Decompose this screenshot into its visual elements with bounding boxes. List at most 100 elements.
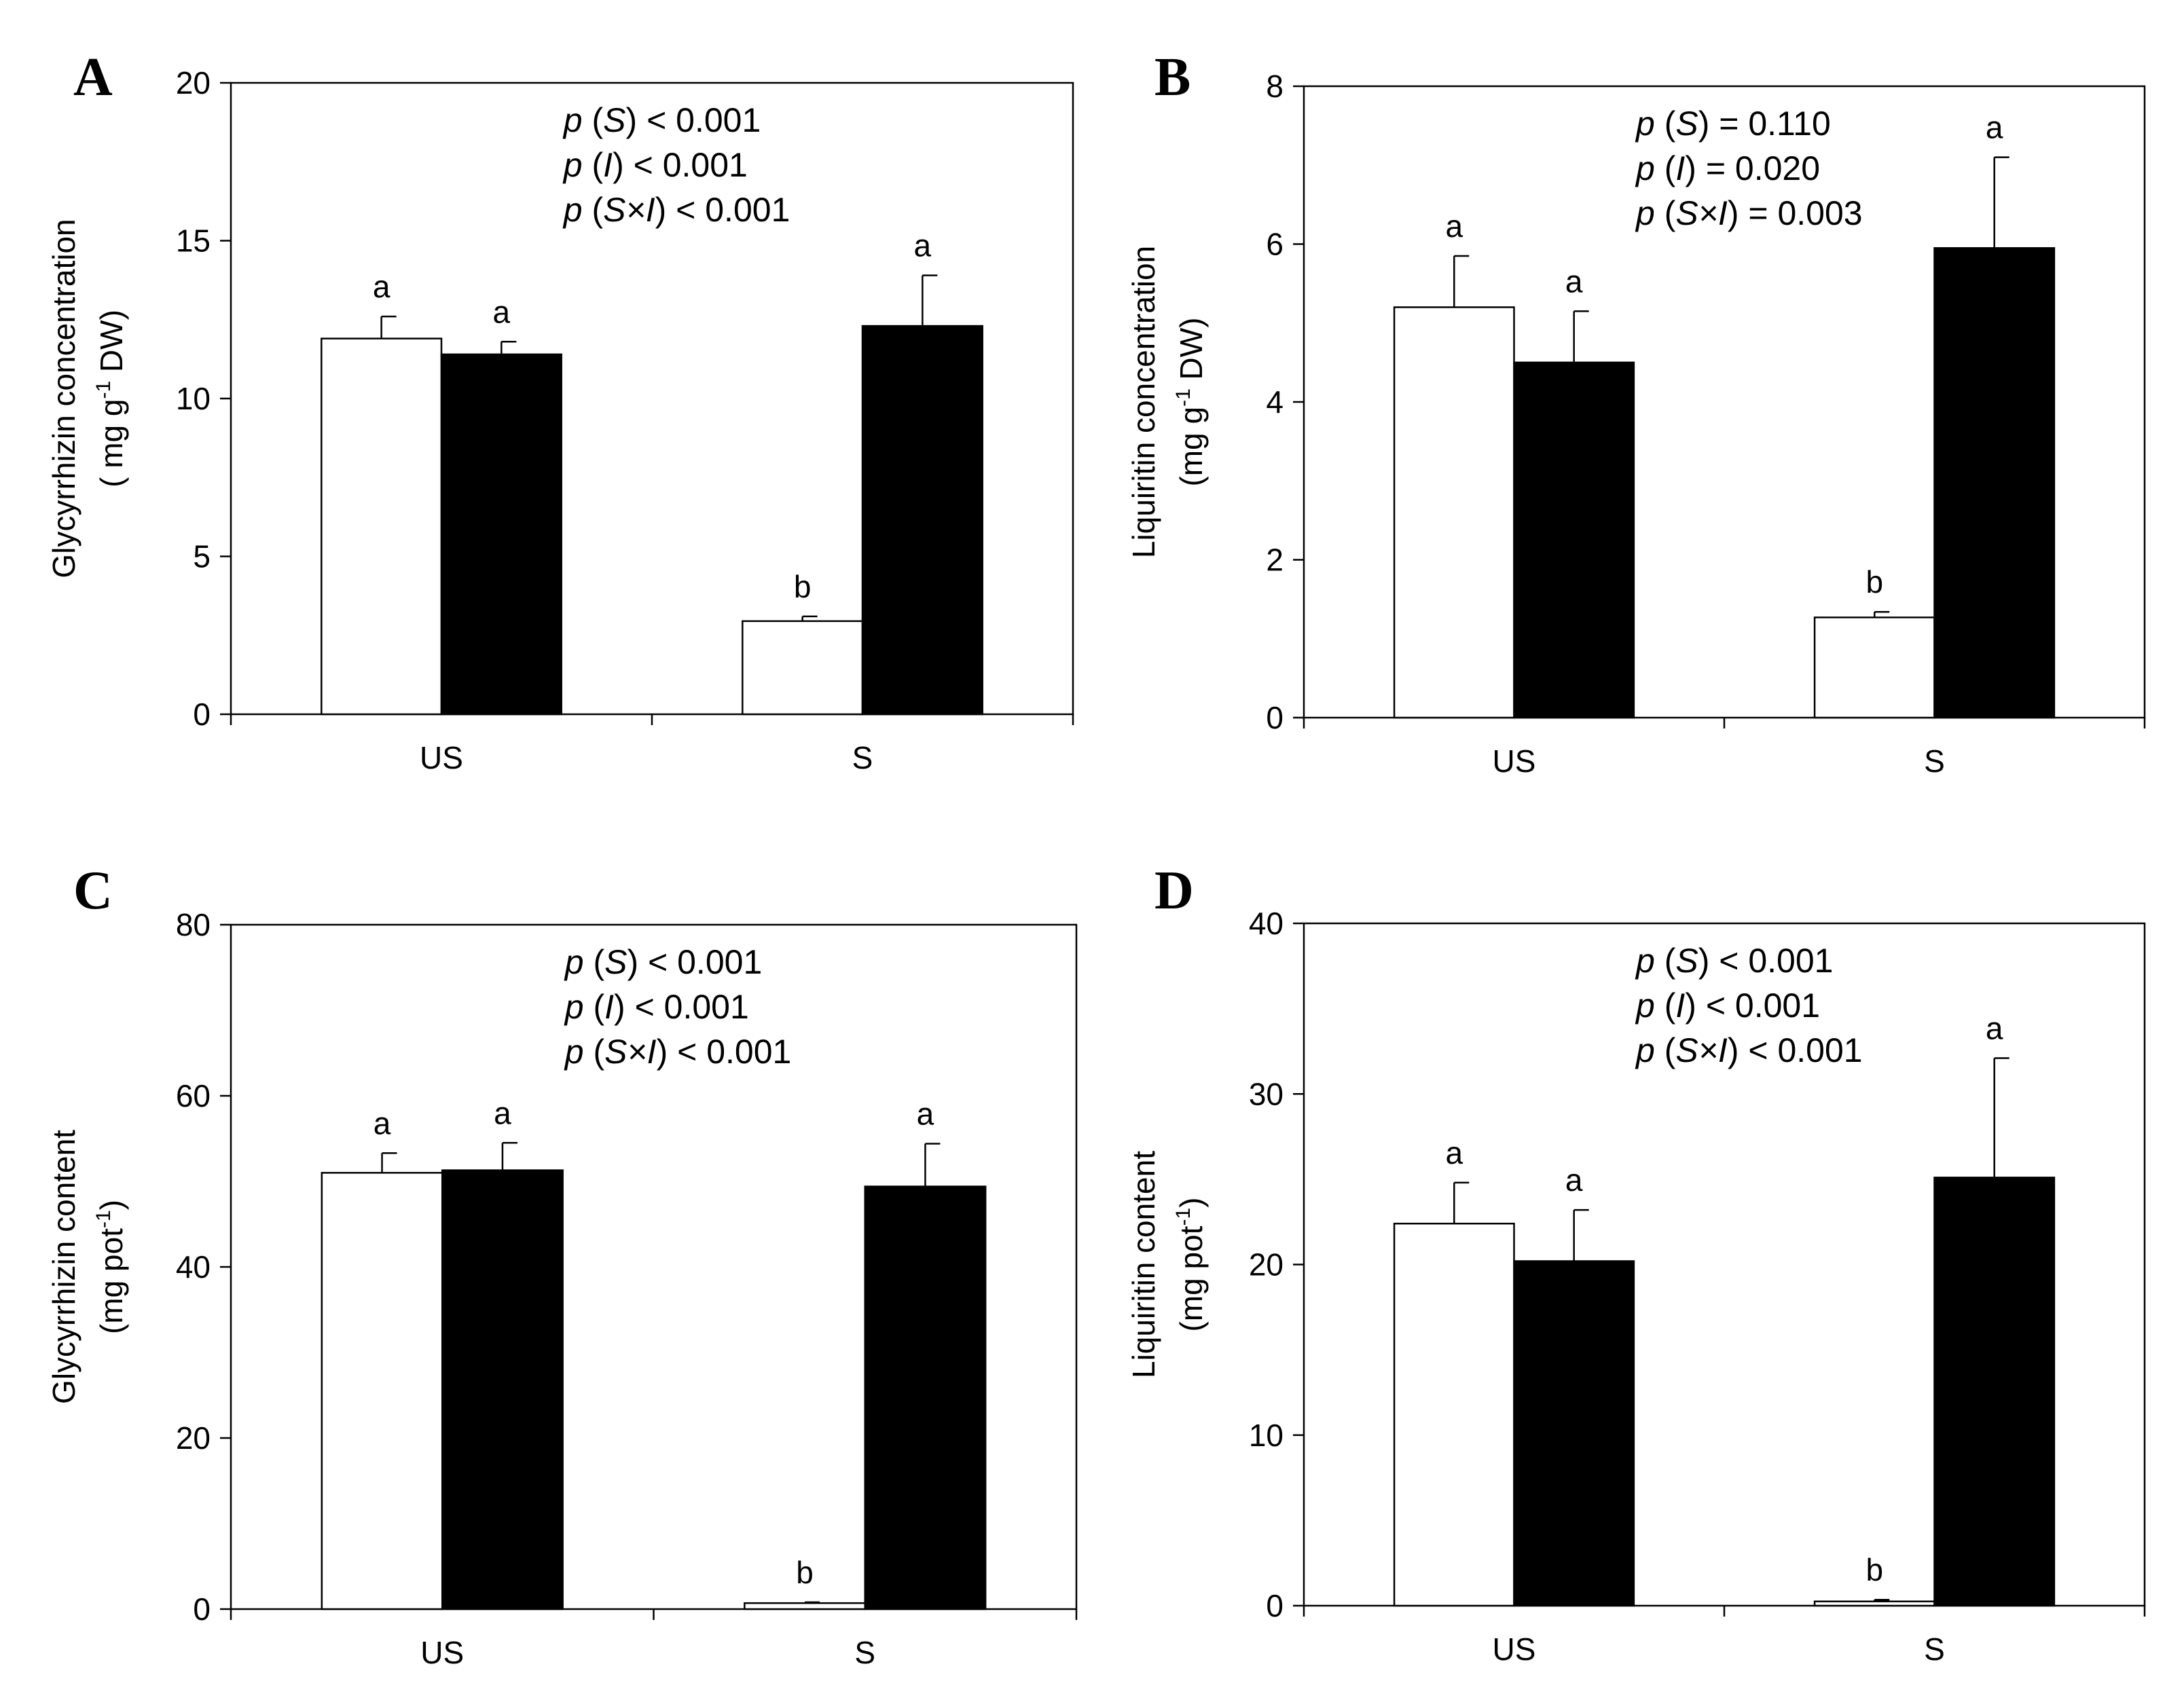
y-axis-title: Glycyrrhizin content	[46, 1130, 81, 1404]
y-tick-label: 2	[1266, 542, 1284, 578]
y-tick-label: 60	[176, 1078, 211, 1113]
x-category-label: US	[420, 1635, 464, 1670]
stat-open: (	[583, 146, 604, 184]
bar-filled-us	[1513, 1260, 1635, 1607]
bar-filled-s	[1933, 247, 2056, 719]
stat-p: p	[562, 191, 583, 229]
stat-rest: < 0.001	[666, 191, 790, 229]
bar-filled-us	[441, 1169, 564, 1610]
stat-rest: = 0.110	[1709, 105, 1830, 143]
significance-letter: b	[794, 569, 812, 604]
stat-line: p (S×I) < 0.001	[1635, 1031, 1863, 1069]
unit-post: )	[94, 1200, 129, 1210]
stat-line: p (I) < 0.001	[562, 146, 748, 184]
x-category-label: US	[1493, 743, 1536, 779]
stat-line: p (I) = 0.020	[1635, 149, 1820, 187]
stat-open: (	[583, 101, 604, 139]
bar-filled-s	[861, 325, 983, 716]
y-axis-unit: ( mg g-1 DW)	[92, 310, 129, 487]
significance-letter: b	[796, 1555, 814, 1590]
stat-rest: < 0.001	[1739, 1031, 1862, 1069]
significance-letter: a	[914, 228, 932, 263]
stat-rest: < 0.001	[668, 1033, 791, 1071]
stat-rest: < 0.001	[638, 943, 762, 981]
y-tick-label: 40	[1249, 906, 1284, 941]
significance-letter: a	[494, 1095, 511, 1130]
x-category-label: S	[1924, 743, 1945, 779]
y-axis-unit: (mg pot-1)	[1172, 1198, 1209, 1332]
bar-filled-us	[440, 353, 562, 716]
stat-rest: < 0.001	[1709, 942, 1833, 980]
panel-letter: A	[73, 48, 113, 107]
stat-rest: < 0.001	[637, 101, 761, 139]
bar-filled-s	[1933, 1177, 2056, 1607]
unit-pre: (mg pot	[1173, 1225, 1209, 1331]
significance-letter: a	[1565, 1162, 1583, 1198]
stat-close: )	[1728, 194, 1739, 232]
stat-line: p (S) < 0.001	[564, 943, 762, 981]
stat-var: I	[1675, 987, 1685, 1025]
stat-line: p (I) < 0.001	[564, 988, 749, 1026]
stat-line: p (S×I) = 0.003	[1635, 194, 1863, 232]
stat-p: p	[562, 146, 583, 184]
stat-line: p (S×I) < 0.001	[564, 1033, 792, 1071]
stat-open: (	[584, 943, 605, 981]
unit-superscript: -1	[1172, 388, 1195, 407]
stat-var: S	[1675, 105, 1698, 143]
stat-open: (	[584, 1033, 605, 1071]
unit-superscript: -1	[92, 1210, 115, 1228]
stat-var: S×I	[1675, 194, 1728, 232]
stat-p: p	[1635, 105, 1655, 143]
unit-post: DW)	[1173, 317, 1209, 388]
stat-close: )	[1685, 987, 1696, 1025]
significance-letter: a	[1986, 1010, 2003, 1046]
stat-line: p (S) < 0.001	[562, 101, 761, 139]
y-tick-label: 30	[1249, 1076, 1284, 1111]
significance-letter: a	[493, 294, 511, 329]
bar-open-us	[1393, 306, 1515, 719]
x-category-label: S	[852, 740, 873, 775]
stat-open: (	[1655, 1031, 1676, 1069]
stat-close: )	[1685, 149, 1696, 187]
stat-rest: < 0.001	[624, 146, 748, 184]
stat-line: p (S×I) < 0.001	[562, 191, 790, 229]
y-tick-label: 4	[1266, 384, 1284, 420]
stat-var: S×I	[603, 191, 655, 229]
stat-close: )	[613, 146, 624, 184]
bar-open-us	[321, 1172, 443, 1610]
stat-open: (	[583, 191, 604, 229]
stat-var: S	[603, 101, 625, 139]
stat-p: p	[562, 101, 583, 139]
y-tick-label: 8	[1266, 69, 1284, 104]
bar-open-s	[742, 620, 864, 716]
unit-pre: ( mg g	[94, 399, 129, 487]
significance-letter: a	[374, 1105, 391, 1141]
y-tick-label: 10	[176, 381, 211, 416]
bar-open-s	[1813, 616, 1935, 719]
stat-var: S	[1675, 942, 1698, 980]
stat-open: (	[1655, 987, 1676, 1025]
panel-letter: C	[73, 861, 113, 921]
y-tick-label: 6	[1266, 227, 1284, 262]
stat-close: )	[1698, 942, 1710, 980]
stat-p: p	[564, 1033, 584, 1071]
stat-rest: < 0.001	[1696, 987, 1820, 1025]
significance-letter: a	[917, 1096, 934, 1132]
y-tick-label: 80	[176, 907, 211, 942]
y-tick-label: 5	[193, 539, 211, 574]
stat-var: I	[1675, 149, 1685, 187]
x-category-label: S	[1924, 1632, 1945, 1667]
y-tick-label: 20	[176, 65, 211, 100]
stat-p: p	[1635, 987, 1655, 1025]
y-tick-label: 0	[1266, 700, 1284, 735]
bar-open-s	[744, 1602, 867, 1610]
y-tick-label: 10	[1249, 1418, 1284, 1453]
y-axis-unit: (mg pot-1)	[92, 1200, 129, 1334]
stat-p: p	[1635, 1031, 1655, 1069]
stat-close: )	[626, 101, 638, 139]
stat-open: (	[1655, 105, 1676, 143]
x-category-label: US	[420, 740, 463, 775]
